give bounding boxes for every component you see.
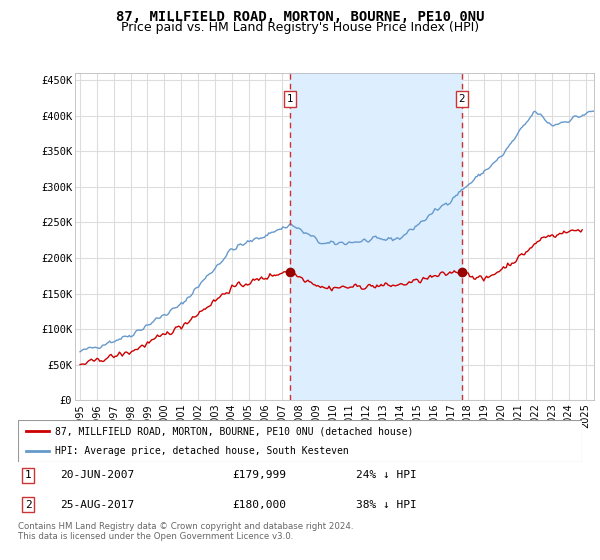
- Text: Price paid vs. HM Land Registry's House Price Index (HPI): Price paid vs. HM Land Registry's House …: [121, 21, 479, 34]
- Text: 2: 2: [25, 500, 32, 510]
- Text: 38% ↓ HPI: 38% ↓ HPI: [356, 500, 417, 510]
- Text: Contains HM Land Registry data © Crown copyright and database right 2024.
This d: Contains HM Land Registry data © Crown c…: [18, 522, 353, 542]
- Text: HPI: Average price, detached house, South Kesteven: HPI: Average price, detached house, Sout…: [55, 446, 349, 456]
- Text: 87, MILLFIELD ROAD, MORTON, BOURNE, PE10 0NU (detached house): 87, MILLFIELD ROAD, MORTON, BOURNE, PE10…: [55, 426, 413, 436]
- Text: 25-AUG-2017: 25-AUG-2017: [60, 500, 134, 510]
- Text: 24% ↓ HPI: 24% ↓ HPI: [356, 470, 417, 480]
- Text: 1: 1: [287, 94, 293, 104]
- Text: £179,999: £179,999: [232, 470, 286, 480]
- Text: £180,000: £180,000: [232, 500, 286, 510]
- Text: 20-JUN-2007: 20-JUN-2007: [60, 470, 134, 480]
- Text: 2: 2: [458, 94, 465, 104]
- Bar: [290, 73, 462, 400]
- Text: 87, MILLFIELD ROAD, MORTON, BOURNE, PE10 0NU: 87, MILLFIELD ROAD, MORTON, BOURNE, PE10…: [116, 10, 484, 24]
- Text: 1: 1: [25, 470, 32, 480]
